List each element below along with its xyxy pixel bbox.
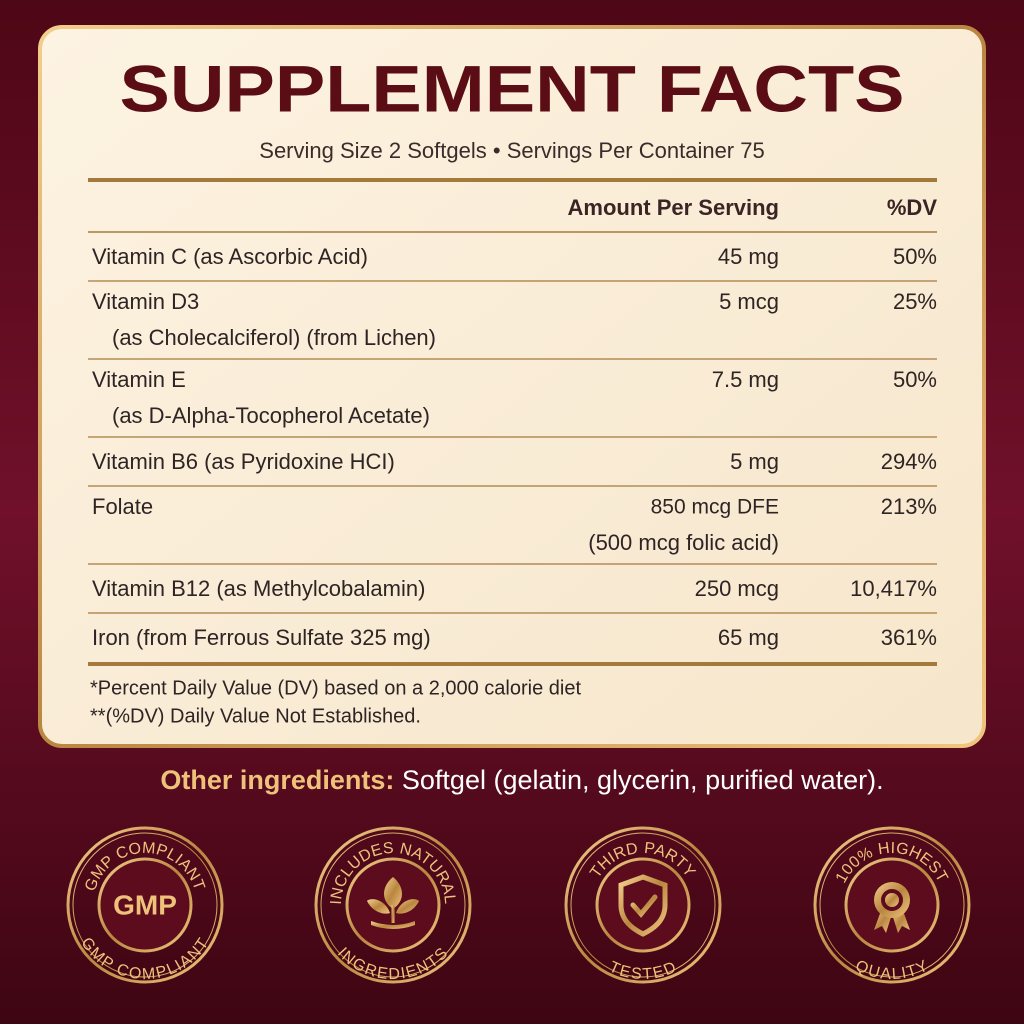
amount: 5 mcg bbox=[719, 289, 779, 314]
amount: 850 mcg DFE bbox=[651, 496, 779, 519]
amount: (500 mcg folic acid) bbox=[588, 530, 779, 555]
amount: 7.5 mg bbox=[712, 367, 779, 392]
other-ingredients: Other ingredients: Softgel (gelatin, gly… bbox=[160, 765, 883, 795]
nutrient-name: Iron (from Ferrous Sulfate 325 mg) bbox=[92, 625, 431, 650]
leaf-icon bbox=[367, 877, 419, 929]
medal-icon bbox=[874, 882, 910, 933]
daily-value: 10,417% bbox=[850, 576, 937, 601]
nutrient-name: Folate bbox=[92, 494, 153, 519]
title: SUPPLEMENT FACTS bbox=[120, 51, 905, 125]
nutrient-name: Vitamin B6 (as Pyridoxine HCI) bbox=[92, 449, 395, 474]
badge-ring bbox=[97, 857, 193, 953]
serving-info: Serving Size 2 Softgels • Servings Per C… bbox=[259, 138, 764, 163]
nutrient-name: Vitamin B12 (as Methylcobalamin) bbox=[92, 576, 425, 601]
bullet: • bbox=[493, 138, 501, 163]
nutrient-name: Vitamin E bbox=[92, 367, 186, 392]
serving-size: Serving Size 2 Softgels bbox=[259, 138, 486, 163]
amount: 250 mcg bbox=[695, 576, 779, 601]
badge-ring bbox=[72, 832, 218, 978]
amount: 5 mg bbox=[730, 449, 779, 474]
daily-value: 294% bbox=[881, 449, 937, 474]
badge-ring bbox=[570, 832, 716, 978]
other-ingredients-label: Other ingredients: bbox=[160, 765, 394, 795]
shield-icon bbox=[618, 874, 668, 937]
nutrient-name: Vitamin C (as Ascorbic Acid) bbox=[92, 244, 368, 269]
badge-ring bbox=[595, 857, 691, 953]
badge-ring bbox=[314, 826, 472, 984]
amount: 65 mg bbox=[718, 625, 779, 650]
table-rows: Vitamin C (as Ascorbic Acid) 45 mg 50% Vita… bbox=[88, 244, 937, 666]
nutrient-name: Vitamin D3 bbox=[92, 289, 199, 314]
daily-value: 50% bbox=[893, 367, 937, 392]
daily-value: 213% bbox=[881, 494, 937, 519]
badge-ring bbox=[813, 826, 971, 984]
daily-value: 50% bbox=[893, 244, 937, 269]
column-header: %DV bbox=[887, 195, 937, 220]
badge-ring bbox=[320, 832, 466, 978]
facts-panel bbox=[38, 25, 986, 748]
nutrient-name: (as Cholecalciferol) (from Lichen) bbox=[112, 325, 436, 350]
column-header: Amount Per Serving bbox=[568, 195, 779, 220]
badge-ring bbox=[564, 826, 722, 984]
badge-ring bbox=[819, 832, 965, 978]
daily-value: 25% bbox=[893, 289, 937, 314]
footnote: **(%DV) Daily Value Not Established. bbox=[90, 705, 421, 727]
other-ingredients-text: Softgel (gelatin, glycerin, purified wat… bbox=[402, 765, 884, 795]
badge-ring bbox=[66, 826, 224, 984]
daily-value: 361% bbox=[881, 625, 937, 650]
amount: 45 mg bbox=[718, 244, 779, 269]
footnote: *Percent Daily Value (DV) based on a 2,0… bbox=[90, 677, 581, 699]
badge-center: GMP bbox=[113, 889, 177, 920]
nutrient-name: (as D-Alpha-Tocopherol Acetate) bbox=[112, 403, 430, 428]
servings-per-container: Servings Per Container 75 bbox=[507, 138, 765, 163]
